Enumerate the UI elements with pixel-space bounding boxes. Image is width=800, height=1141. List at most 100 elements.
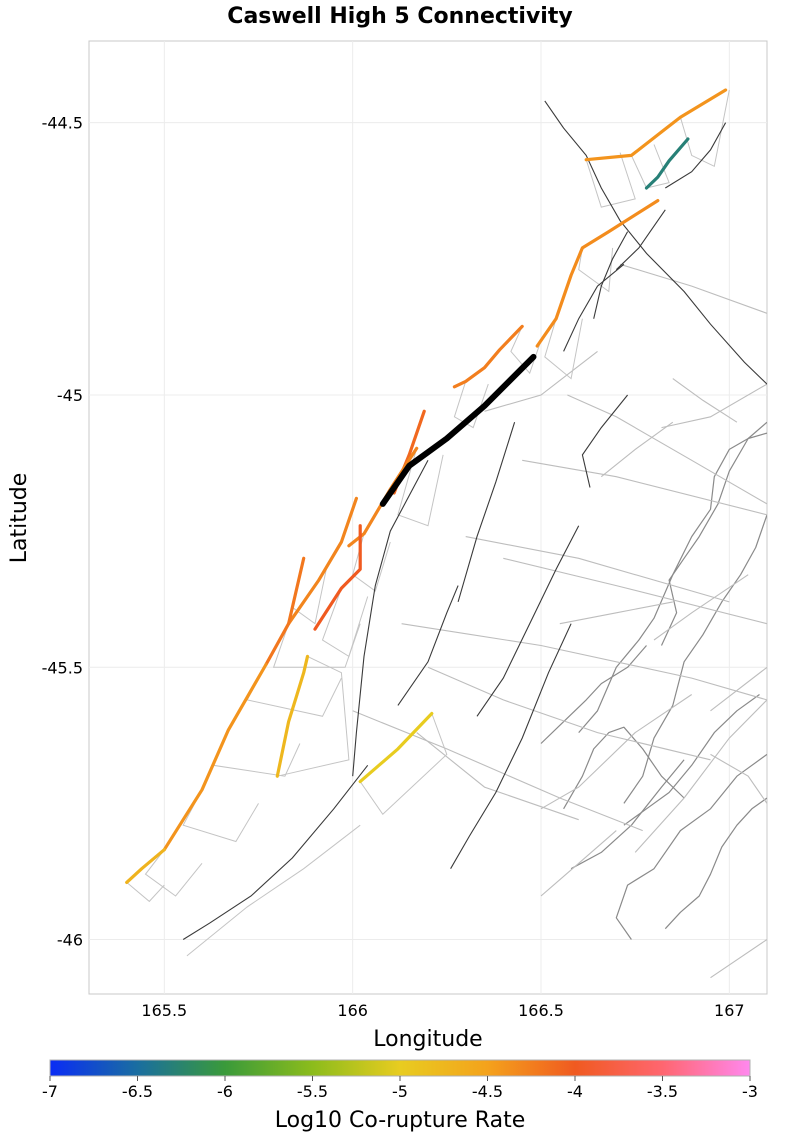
fault-trace-light <box>710 753 767 804</box>
fault-trace-light <box>540 830 617 897</box>
x-tick-label: 167 <box>714 1001 745 1020</box>
fault-trace-dark <box>457 422 516 603</box>
co-rupture-section <box>584 88 728 162</box>
fault-trace-light <box>661 383 767 429</box>
colorbar-tick-label: -3 <box>742 1082 758 1101</box>
co-rupture-section <box>535 199 660 348</box>
colorbar-tick-label: -4 <box>567 1082 583 1101</box>
fault-trace-light <box>653 574 749 641</box>
fault-section-outline <box>544 318 583 380</box>
target-fault-layer <box>379 353 537 507</box>
y-tick-label: -44.5 <box>42 114 83 133</box>
coastline-layer <box>540 421 767 940</box>
section-outline-layer <box>126 89 730 957</box>
coastline <box>578 432 767 733</box>
fault-trace-dark <box>182 764 369 940</box>
fault-trace-dark <box>593 231 629 319</box>
dark-fault-layer <box>182 100 767 940</box>
colorbar-ticks: -7 -6.5 -6 -5.5 -5 -4.5 -4 -3.5 -3 <box>42 1076 758 1101</box>
x-axis-label: Longitude <box>373 1027 482 1052</box>
fault-trace-light <box>710 939 767 979</box>
coastline <box>615 753 767 940</box>
fault-trace-light <box>540 694 693 810</box>
fault-trace-dark <box>665 122 727 189</box>
fault-trace-dark <box>615 209 666 271</box>
co-rupture-section <box>275 654 310 778</box>
fault-trace-light <box>559 601 673 625</box>
colorbar-tick-label: -6 <box>217 1082 233 1101</box>
fault-trace-light <box>522 459 767 516</box>
plot-frame <box>88 40 768 995</box>
fault-trace-light <box>619 263 767 314</box>
co-rupture-section <box>347 446 419 548</box>
co-rupture-section <box>313 524 362 631</box>
y-axis-label: Latitude <box>7 473 32 564</box>
fault-trace-dark <box>352 460 429 777</box>
fault-section-outline <box>272 623 361 668</box>
coastline <box>570 759 685 870</box>
x-tick-label: 166 <box>337 1001 368 1020</box>
fault-trace-dark <box>581 394 629 488</box>
fault-section-outline <box>126 882 165 903</box>
fault-trace-light <box>416 732 579 821</box>
y-tick-label: -45.5 <box>42 658 83 677</box>
colorbar-tick-label: -5 <box>392 1082 408 1101</box>
fault-trace-light <box>710 666 767 712</box>
coastline <box>540 645 647 744</box>
target-fault-trace <box>379 353 537 507</box>
x-tick-label: 165.5 <box>141 1001 187 1020</box>
fault-trace-dark <box>450 623 572 869</box>
y-tick-label: -45 <box>57 386 83 405</box>
fault-section-outline <box>359 713 448 816</box>
fault-trace-light <box>503 557 767 625</box>
fault-trace-light <box>352 710 643 832</box>
co-rupture-section <box>264 556 306 667</box>
colorbar <box>49 1059 751 1077</box>
coastline <box>563 726 685 810</box>
fault-trace-light <box>672 378 738 423</box>
coastline <box>623 694 760 826</box>
colorbar-tick-label: -7 <box>42 1082 58 1101</box>
fault-trace-light <box>484 350 598 412</box>
colorbar-tick-label: -4.5 <box>472 1082 503 1101</box>
chart-title: Caswell High 5 Connectivity <box>227 4 572 29</box>
colorbar-tick-label: -5.5 <box>297 1082 328 1101</box>
co-rupture-section <box>125 848 166 885</box>
fault-trace-dark <box>397 585 459 706</box>
co-rupture-section <box>162 662 268 852</box>
fault-section-outline <box>397 448 444 527</box>
fault-trace-dark <box>544 100 767 385</box>
fault-trace-light <box>634 699 767 853</box>
colorbar-label: Log10 Co-rupture Rate <box>275 1108 526 1133</box>
light-fault-layer <box>352 263 767 979</box>
x-tick-label: 166.5 <box>518 1001 564 1020</box>
fault-trace-light <box>427 666 711 761</box>
fault-section-outline <box>578 247 614 293</box>
fault-trace-light <box>401 623 767 701</box>
y-axis-ticks: -44.5 -45 -45.5 -46 <box>42 114 83 950</box>
fault-section-outline <box>321 588 369 658</box>
fault-trace-dark <box>563 263 625 352</box>
colorbar-tick-label: -6.5 <box>122 1082 153 1101</box>
grid <box>89 41 767 994</box>
fault-trace-light <box>600 421 674 478</box>
fault-section-outline <box>630 144 670 189</box>
fault-section-outline <box>277 655 350 777</box>
co-rupture-section <box>644 137 690 190</box>
coastline <box>660 421 767 646</box>
co-rupture-section <box>358 711 434 784</box>
colored-section-layer <box>125 88 728 885</box>
fault-trace-dark <box>476 525 580 717</box>
fault-section-outline <box>352 533 391 592</box>
fault-section-outline <box>144 849 203 897</box>
fault-section-outline <box>679 89 730 168</box>
fault-section-outline <box>186 824 361 957</box>
co-rupture-section <box>452 324 524 389</box>
fault-section-outline <box>585 152 636 208</box>
colorbar-tick-label: -3.5 <box>647 1082 678 1101</box>
fault-trace-light <box>567 394 767 505</box>
x-axis-ticks: 165.5 166 166.5 167 <box>141 1001 744 1020</box>
coastline <box>664 797 767 930</box>
y-tick-label: -46 <box>57 931 83 950</box>
